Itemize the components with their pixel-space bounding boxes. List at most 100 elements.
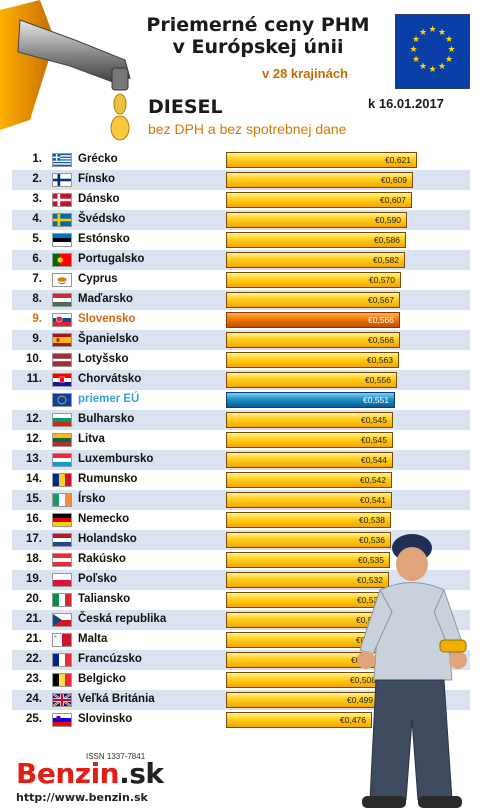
price-value-label: €0,582 bbox=[373, 255, 399, 265]
price-bar: €0,508 bbox=[226, 672, 382, 688]
country-name: Holandsko bbox=[78, 533, 137, 545]
svg-text:★: ★ bbox=[419, 28, 427, 38]
rank-label: 23. bbox=[26, 673, 42, 685]
country-name: Slovinsko bbox=[78, 713, 133, 725]
country-name: Cyprus bbox=[78, 273, 118, 285]
benzin-logo[interactable]: Benzin.sk bbox=[16, 757, 164, 790]
price-value-label: €0,542 bbox=[360, 475, 386, 485]
table-row: 11. Chorvátsko €0,556 bbox=[12, 370, 470, 390]
country-name: Estónsko bbox=[78, 233, 130, 245]
price-bar: €0,586 bbox=[226, 232, 406, 248]
price-bar: €0,538 bbox=[226, 512, 391, 528]
rank-label: 6. bbox=[32, 253, 42, 265]
issn-label: ISSN 1337-7841 bbox=[86, 752, 146, 761]
country-name: Litva bbox=[78, 433, 105, 445]
country-name: Francúzsko bbox=[78, 653, 142, 665]
svg-text:★: ★ bbox=[438, 62, 446, 72]
logo-main: Benzin bbox=[16, 757, 120, 790]
fuel-nozzle-illustration bbox=[0, 0, 131, 141]
country-name: Fínsko bbox=[78, 173, 116, 185]
eu-flag-icon: ★ ★★ ★★★ ★★★ ★★★ bbox=[395, 14, 470, 89]
rank-label: 21. bbox=[26, 613, 42, 625]
price-value-label: €0,541 bbox=[360, 495, 386, 505]
subtitle: v 28 krajinách bbox=[262, 66, 348, 81]
svg-text:★: ★ bbox=[409, 45, 417, 55]
country-name: Slovensko bbox=[78, 313, 136, 325]
table-row: priemer EÚ €0,551 bbox=[12, 390, 470, 410]
rank-label: 22. bbox=[26, 653, 42, 665]
price-bar: €0,536 bbox=[226, 532, 391, 548]
price-value-label: €0,566 bbox=[368, 315, 394, 325]
price-bar: €0,545 bbox=[226, 432, 393, 448]
price-bar: €0,532 bbox=[226, 572, 389, 588]
table-row: 8. Maďarsko €0,567 bbox=[12, 290, 470, 310]
price-value-label: €0,508 bbox=[350, 675, 376, 685]
table-row: 4. Švédsko €0,590 bbox=[12, 210, 470, 230]
price-value-label: €0,528 bbox=[356, 615, 382, 625]
country-name: Španielsko bbox=[78, 333, 139, 345]
table-row: 16. Nemecko €0,538 bbox=[12, 510, 470, 530]
price-value-label: €0,607 bbox=[380, 195, 406, 205]
price-bar: €0,542 bbox=[226, 472, 392, 488]
price-value-label: €0,538 bbox=[359, 515, 385, 525]
it-flag-icon bbox=[52, 593, 72, 607]
table-row: 9. Slovensko €0,566 bbox=[12, 310, 470, 330]
price-value-label: €0,532 bbox=[357, 575, 383, 585]
website-link[interactable]: http://www.benzin.sk bbox=[16, 791, 148, 804]
country-name: Nemecko bbox=[78, 513, 130, 525]
country-name: Malta bbox=[78, 633, 108, 645]
country-name: Poľsko bbox=[78, 573, 117, 585]
lt-flag-icon bbox=[52, 433, 72, 447]
svg-text:★: ★ bbox=[438, 28, 446, 38]
svg-text:★: ★ bbox=[412, 35, 420, 45]
table-row: 17. Holandsko €0,536 bbox=[12, 530, 470, 550]
price-value-label: €0,545 bbox=[361, 435, 387, 445]
ie-flag-icon bbox=[52, 493, 72, 507]
price-bar: €0,545 bbox=[226, 412, 393, 428]
country-name: Česká republika bbox=[78, 613, 167, 625]
price-bar: €0,567 bbox=[226, 292, 400, 308]
de-flag-icon bbox=[52, 513, 72, 527]
bg-flag-icon bbox=[52, 413, 72, 427]
rank-label: 15. bbox=[26, 493, 42, 505]
table-row: 24. Veľká Británia €0,499 bbox=[12, 690, 470, 710]
price-value-label: €0,563 bbox=[367, 355, 393, 365]
table-row: 18. Rakúsko €0,535 bbox=[12, 550, 470, 570]
rank-label: 14. bbox=[26, 473, 42, 485]
price-value-label: €0,544 bbox=[361, 455, 387, 465]
price-bar: €0,566 bbox=[226, 312, 400, 328]
lv-flag-icon bbox=[52, 353, 72, 367]
eu-flag-icon bbox=[52, 393, 72, 407]
price-value-label: €0,586 bbox=[374, 235, 400, 245]
price-value-label: €0,530 bbox=[357, 595, 383, 605]
table-row: 5. Estónsko €0,586 bbox=[12, 230, 470, 250]
rank-label: 2. bbox=[32, 173, 42, 185]
price-value-label: €0,590 bbox=[375, 215, 401, 225]
country-name: Grécko bbox=[78, 153, 118, 165]
country-name: priemer EÚ bbox=[78, 393, 140, 405]
price-bar: €0,609 bbox=[226, 172, 413, 188]
table-row: 23. Belgicko €0,508 bbox=[12, 670, 470, 690]
title-line-2: v Európskej únii bbox=[172, 36, 344, 58]
table-row: 21. Česká republika €0,528 bbox=[12, 610, 470, 630]
price-value-label: €0,536 bbox=[359, 535, 385, 545]
lu-flag-icon bbox=[52, 453, 72, 467]
rank-label: 20. bbox=[26, 593, 42, 605]
svg-text:★: ★ bbox=[445, 55, 453, 65]
rank-label: 4. bbox=[32, 213, 42, 225]
price-bar: €0,535 bbox=[226, 552, 390, 568]
fr-flag-icon bbox=[52, 653, 72, 667]
fuel-type: DIESEL bbox=[148, 96, 223, 118]
rank-label: 16. bbox=[26, 513, 42, 525]
pt-flag-icon bbox=[52, 253, 72, 267]
table-row: 19. Poľsko €0,532 bbox=[12, 570, 470, 590]
table-row: 9. Španielsko €0,566 bbox=[12, 330, 470, 350]
svg-text:★: ★ bbox=[428, 25, 436, 35]
svg-text:★: ★ bbox=[428, 65, 436, 75]
table-row: 25. Slovinsko €0,476 bbox=[12, 710, 470, 730]
country-name: Chorvátsko bbox=[78, 373, 142, 385]
tax-note: bez DPH a bez spotrebnej dane bbox=[148, 121, 347, 137]
table-row: 12. Litva €0,545 bbox=[12, 430, 470, 450]
table-row: 10. Lotyšsko €0,563 bbox=[12, 350, 470, 370]
rank-label: 17. bbox=[26, 533, 42, 545]
